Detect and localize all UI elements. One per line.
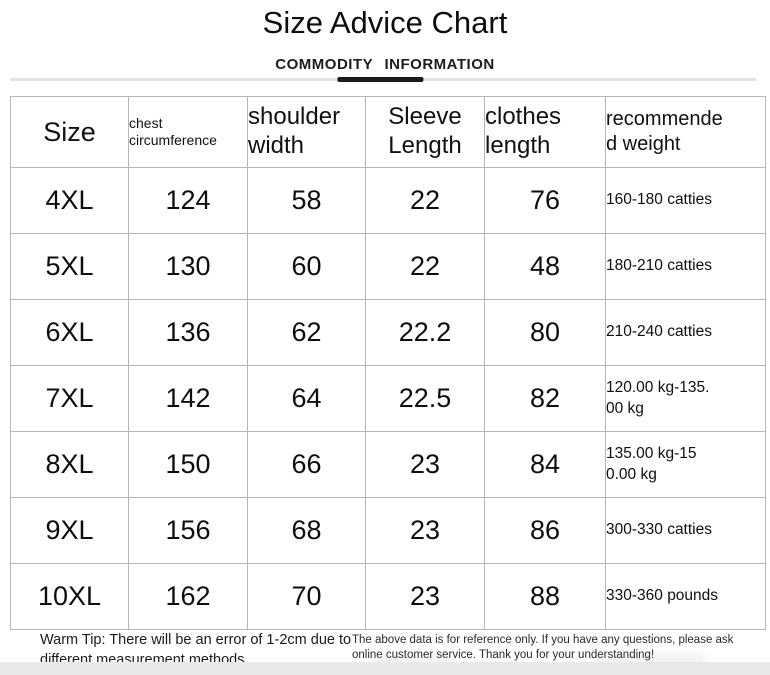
cell-shoulder: 66 — [247, 431, 366, 498]
cell-shoulder: 58 — [247, 167, 366, 234]
cell-clothes: 76 — [484, 167, 606, 234]
cell-sleeve: 22.2 — [365, 299, 485, 366]
column-header-size: Size — [10, 96, 129, 168]
cell-chest: 124 — [128, 167, 248, 234]
cell-chest: 150 — [128, 431, 248, 498]
cell-chest: 156 — [128, 497, 248, 564]
cell-chest: 162 — [128, 563, 248, 630]
cell-weight: 135.00 kg-15 0.00 kg — [605, 431, 766, 498]
column-header-chest-circumference: chest circumference — [128, 96, 248, 168]
cell-sleeve: 22 — [365, 167, 485, 234]
cell-sleeve: 23 — [365, 563, 485, 630]
cell-clothes: 80 — [484, 299, 606, 366]
cell-size: 6XL — [10, 299, 129, 366]
cell-clothes: 88 — [484, 563, 606, 630]
cell-shoulder: 60 — [247, 233, 366, 300]
cell-chest: 130 — [128, 233, 248, 300]
cell-size: 7XL — [10, 365, 129, 432]
cell-size: 9XL — [10, 497, 129, 564]
cell-shoulder: 68 — [247, 497, 366, 564]
column-header-shoulder-width: shoulder width — [247, 96, 366, 168]
cell-clothes: 84 — [484, 431, 606, 498]
section-divider — [10, 77, 756, 82]
table-row: 6XL 136 62 22.2 80 210-240 catties — [10, 299, 766, 366]
cell-chest: 136 — [128, 299, 248, 366]
table-row: 9XL 156 68 23 86 300-330 catties — [10, 497, 766, 564]
cell-size: 8XL — [10, 431, 129, 498]
cell-shoulder: 64 — [247, 365, 366, 432]
cell-sleeve: 22.5 — [365, 365, 485, 432]
table-row: 8XL 150 66 23 84 135.00 kg-15 0.00 kg — [10, 431, 766, 498]
table-row: 4XL 124 58 22 76 160-180 catties — [10, 167, 766, 234]
cell-weight: 210-240 catties — [605, 299, 766, 366]
cell-weight: 330-360 pounds — [605, 563, 766, 630]
size-chart-table: Size chest circumference shoulder width … — [10, 96, 766, 630]
cell-weight: 300-330 catties — [605, 497, 766, 564]
column-header-recommended-weight: recommende d weight — [605, 96, 766, 168]
cell-chest: 142 — [128, 365, 248, 432]
cell-weight: 180-210 catties — [605, 233, 766, 300]
table-row: 7XL 142 64 22.5 82 120.00 kg-135. 00 kg — [10, 365, 766, 432]
cell-weight: 120.00 kg-135. 00 kg — [605, 365, 766, 432]
cell-weight: 160-180 catties — [605, 167, 766, 234]
column-header-clothes-length: clothes length — [484, 96, 606, 168]
bottom-bar — [0, 662, 770, 675]
cell-clothes: 82 — [484, 365, 606, 432]
section-subtitle: COMMODITY INFORMATION — [275, 56, 495, 73]
column-header-sleeve-length: Sleeve Length — [365, 96, 485, 168]
cell-shoulder: 70 — [247, 563, 366, 630]
reference-note-text: The above data is for reference only. If… — [352, 634, 734, 661]
cell-clothes: 48 — [484, 233, 606, 300]
cell-sleeve: 23 — [365, 497, 485, 564]
table-row: 10XL 162 70 23 88 330-360 pounds — [10, 563, 766, 630]
divider-accent-segment — [337, 77, 424, 82]
watermark-smudge — [372, 656, 452, 666]
header-row: Size chest circumference shoulder width … — [10, 96, 766, 168]
cell-shoulder: 62 — [247, 299, 366, 366]
table-row: 5XL 130 60 22 48 180-210 catties — [10, 233, 766, 300]
cell-sleeve: 23 — [365, 431, 485, 498]
cell-size: 4XL — [10, 167, 129, 234]
cell-clothes: 86 — [484, 497, 606, 564]
cell-size: 5XL — [10, 233, 129, 300]
page-title: Size Advice Chart — [262, 5, 508, 40]
cell-sleeve: 22 — [365, 233, 485, 300]
cell-size: 10XL — [10, 563, 129, 630]
